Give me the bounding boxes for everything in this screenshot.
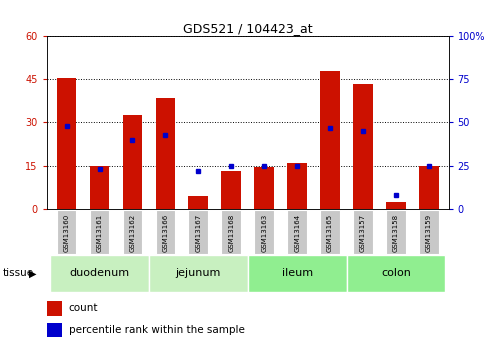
Bar	[47, 323, 62, 337]
Text: GSM13167: GSM13167	[195, 214, 201, 252]
Bar	[254, 167, 274, 209]
Text: count: count	[69, 303, 98, 313]
Text: GSM13163: GSM13163	[261, 214, 267, 252]
Bar	[57, 78, 76, 209]
Bar	[353, 83, 373, 209]
Text: GSM13168: GSM13168	[228, 214, 234, 252]
Bar	[57, 210, 76, 254]
Bar	[386, 201, 406, 209]
Text: percentile rank within the sample: percentile rank within the sample	[69, 325, 245, 335]
Bar	[221, 171, 241, 209]
Bar	[254, 210, 274, 254]
Bar	[320, 71, 340, 209]
Bar	[221, 210, 241, 254]
Text: GSM13161: GSM13161	[97, 214, 103, 252]
Bar	[353, 210, 373, 254]
Text: ileum: ileum	[282, 268, 313, 278]
Text: duodenum: duodenum	[70, 268, 130, 278]
Bar	[123, 115, 142, 209]
Bar	[188, 196, 208, 209]
Bar	[419, 210, 439, 254]
Text: GSM13160: GSM13160	[64, 214, 70, 252]
Bar	[188, 210, 208, 254]
Text: GSM13158: GSM13158	[393, 214, 399, 252]
Bar	[50, 255, 149, 292]
Bar	[47, 301, 62, 316]
Text: jejunum: jejunum	[176, 268, 221, 278]
Bar	[155, 210, 176, 254]
Title: GDS521 / 104423_at: GDS521 / 104423_at	[183, 22, 313, 35]
Bar	[320, 210, 340, 254]
Text: GSM13157: GSM13157	[360, 214, 366, 252]
Text: GSM13166: GSM13166	[162, 214, 169, 252]
Text: GSM13165: GSM13165	[327, 214, 333, 252]
Text: GSM13162: GSM13162	[130, 214, 136, 252]
Bar	[155, 98, 176, 209]
Bar	[248, 255, 347, 292]
Bar	[287, 210, 307, 254]
Bar	[90, 210, 109, 254]
Text: tissue: tissue	[2, 268, 34, 278]
Text: GSM13159: GSM13159	[426, 214, 432, 252]
Bar	[287, 163, 307, 209]
Bar	[123, 210, 142, 254]
Text: ▶: ▶	[29, 268, 36, 278]
Bar	[347, 255, 445, 292]
Text: GSM13164: GSM13164	[294, 214, 300, 252]
Text: colon: colon	[381, 268, 411, 278]
Bar	[149, 255, 248, 292]
Bar	[419, 166, 439, 209]
Bar	[386, 210, 406, 254]
Bar	[90, 166, 109, 209]
